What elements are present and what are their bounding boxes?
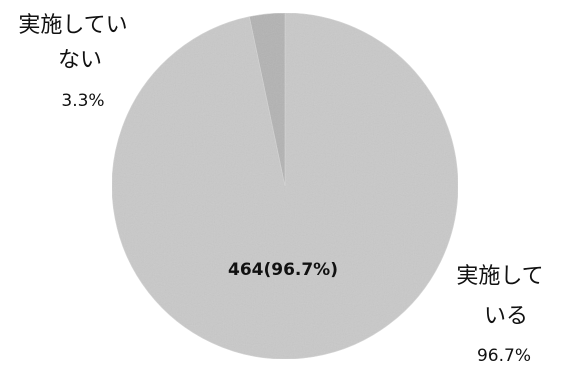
slice-data-label-implemented: 464(96.7%) bbox=[228, 260, 338, 280]
slice-label-implemented-line2: いる bbox=[484, 304, 528, 329]
slice-percent-implemented: 96.7% bbox=[477, 346, 531, 366]
slice-label-not-implemented-line2: ない bbox=[58, 48, 102, 73]
slice-label-not-implemented-line1: 実施してい bbox=[18, 13, 127, 38]
slice-percent-not-implemented: 3.3% bbox=[61, 91, 104, 111]
pie-slice-not-implemented bbox=[249, 12, 286, 187]
slice-label-implemented-line1: 実施して bbox=[456, 264, 543, 289]
pie-slices bbox=[111, 12, 459, 360]
